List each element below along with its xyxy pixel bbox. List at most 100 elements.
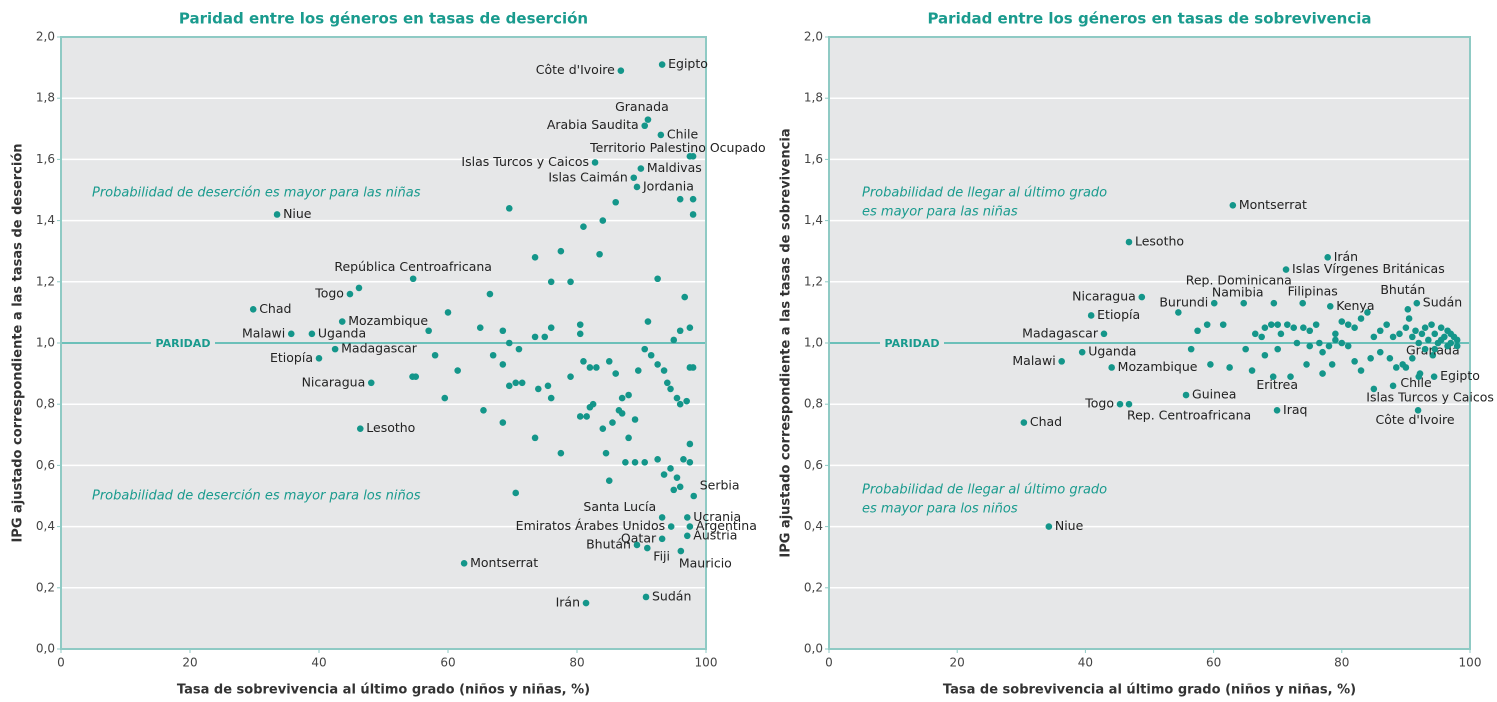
point [689, 364, 697, 371]
point [287, 330, 295, 338]
point [1194, 327, 1201, 335]
point-label: Iraq [1283, 402, 1307, 417]
point [580, 358, 587, 365]
point [1332, 336, 1339, 344]
point [634, 367, 642, 374]
point [641, 459, 649, 466]
point-label: Uganda [318, 325, 366, 340]
point [612, 198, 619, 206]
point [1402, 324, 1410, 332]
x-tick-label: 40 [1078, 656, 1093, 670]
point [1020, 419, 1028, 426]
point-label: Islas Caimán [548, 169, 627, 184]
point [1274, 321, 1281, 328]
point [518, 379, 526, 387]
y-tick-label: 1,8 [36, 91, 55, 105]
point [689, 211, 697, 218]
point [576, 321, 584, 328]
point [1405, 315, 1413, 322]
point [689, 153, 697, 160]
annotation: Probabilidad de llegar al último grado [862, 483, 1107, 498]
point-label: Islas Turcos y Caicos [1366, 389, 1494, 404]
point [1316, 339, 1323, 347]
point [531, 434, 539, 442]
point [1332, 330, 1339, 338]
point [1277, 330, 1285, 338]
point-label: Mozambique [348, 313, 428, 328]
point [1428, 321, 1435, 328]
y-tick-label: 0,0 [804, 642, 823, 656]
y-tick-label: 0,6 [36, 458, 55, 472]
point [1261, 324, 1269, 332]
point [689, 195, 697, 203]
point [1344, 342, 1352, 350]
y-tick-label: 1,4 [804, 213, 823, 227]
point [686, 523, 694, 530]
point [1364, 309, 1371, 316]
point [505, 339, 513, 347]
point [644, 116, 652, 123]
point [1300, 324, 1307, 332]
point [1324, 254, 1331, 261]
point [1229, 202, 1237, 209]
point [1251, 330, 1259, 338]
point [1453, 342, 1461, 350]
point [670, 486, 678, 494]
point [631, 459, 639, 466]
point-label: Madagascar [341, 341, 418, 356]
point-label: Qatar [621, 530, 657, 545]
y-tick-label: 2,0 [36, 30, 55, 44]
annotation: Probabilidad de deserción es mayor para … [92, 489, 421, 504]
point [1421, 345, 1429, 353]
point [593, 364, 600, 371]
point [641, 345, 649, 353]
point-label: Arabia Saudita [547, 117, 639, 132]
point-label: Fiji [653, 549, 670, 564]
y-tick-label: 1,4 [36, 213, 55, 227]
point-label: Uganda [1088, 344, 1136, 359]
point-label: Chad [259, 301, 291, 316]
point [1386, 355, 1394, 362]
point [690, 492, 698, 500]
point [1351, 358, 1358, 365]
point [657, 131, 665, 139]
point [681, 293, 689, 301]
point [1425, 336, 1432, 344]
point-label: Madagascar [1022, 325, 1099, 340]
point-label: Santa Lucía [583, 499, 656, 514]
point [273, 211, 281, 218]
point [1284, 321, 1291, 328]
point-label: Irán [1334, 249, 1358, 264]
point [617, 67, 625, 74]
point [673, 394, 681, 402]
point [654, 275, 661, 283]
point [612, 370, 619, 377]
y-tick-label: 0,2 [36, 580, 55, 594]
point [1138, 293, 1146, 301]
point [1370, 385, 1378, 393]
point [1125, 238, 1133, 246]
point [1389, 333, 1397, 341]
point-label: Malawi [242, 325, 285, 340]
point [454, 367, 461, 374]
point-label: Niue [1055, 518, 1084, 533]
annotation: Probabilidad de deserción es mayor para … [92, 186, 421, 201]
point [654, 361, 661, 368]
point [308, 330, 316, 338]
point [1261, 351, 1269, 359]
point-label: Jordania [642, 178, 694, 193]
point-label: Burundi [1159, 295, 1208, 310]
point [1447, 330, 1455, 338]
point [583, 413, 590, 420]
point [1240, 299, 1248, 307]
point [460, 560, 468, 567]
point [1413, 299, 1421, 307]
scatter-panel: 0,0 0,2 0,4 0,6 0,8 1,0 1,2 1,4 1,6 1,8 2,0 0 20 40 60… [779, 10, 1494, 698]
point-label: Egipto [1440, 368, 1480, 383]
y-tick-label: 0,4 [36, 519, 55, 533]
y-tick-label: 0,6 [804, 458, 823, 472]
point [531, 333, 539, 341]
point [1376, 327, 1384, 335]
point [589, 400, 597, 408]
point-label: Egipto [668, 56, 708, 71]
